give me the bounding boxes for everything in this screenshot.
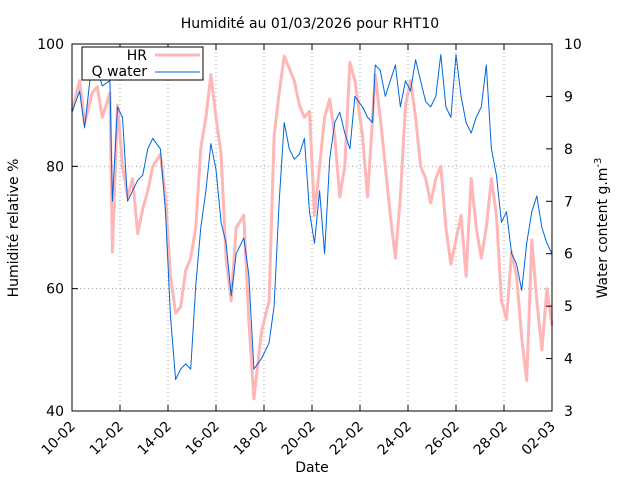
chart-title: Humidité au 01/03/2026 pour RHT10 xyxy=(181,16,439,32)
y-tick-label-right: 7 xyxy=(564,194,573,210)
y-tick-label-right: 9 xyxy=(564,89,573,105)
series-line-hr xyxy=(70,54,554,401)
y-tick-label-right: 8 xyxy=(564,142,573,158)
y-axis-right-title-sup: -3 xyxy=(593,158,604,168)
legend-label-q-water: Q water xyxy=(92,64,148,80)
y-tick-label-right: 3 xyxy=(564,404,573,420)
y-axis-right: 3 4 5 6 7 8 9 10 xyxy=(546,37,582,420)
legend-label-hr: HR xyxy=(127,48,148,64)
y-tick-label-right: 5 xyxy=(564,299,573,315)
y-tick-label-left: 80 xyxy=(46,159,64,175)
y-axis-left: 40 60 80 100 xyxy=(37,37,78,420)
legend-box xyxy=(81,46,204,81)
y-axis-left-title: Humidité relative % xyxy=(6,159,22,298)
x-axis-title: Date xyxy=(295,460,328,476)
y-tick-label-left: 60 xyxy=(46,282,64,298)
series-layer xyxy=(70,54,554,401)
y-tick-label-left: 40 xyxy=(46,404,64,420)
legend: HR Q water xyxy=(81,46,204,81)
y-axis-right-title-text: Water content g.m xyxy=(595,168,611,299)
series-line-q-water xyxy=(71,54,553,380)
y-tick-label-right: 4 xyxy=(564,352,573,368)
y-tick-label-right: 6 xyxy=(564,247,573,263)
y-tick-label-right: 10 xyxy=(564,37,582,53)
y-tick-label-left: 100 xyxy=(37,37,64,53)
y-axis-right-title: Water content g.m-3 xyxy=(593,158,611,299)
